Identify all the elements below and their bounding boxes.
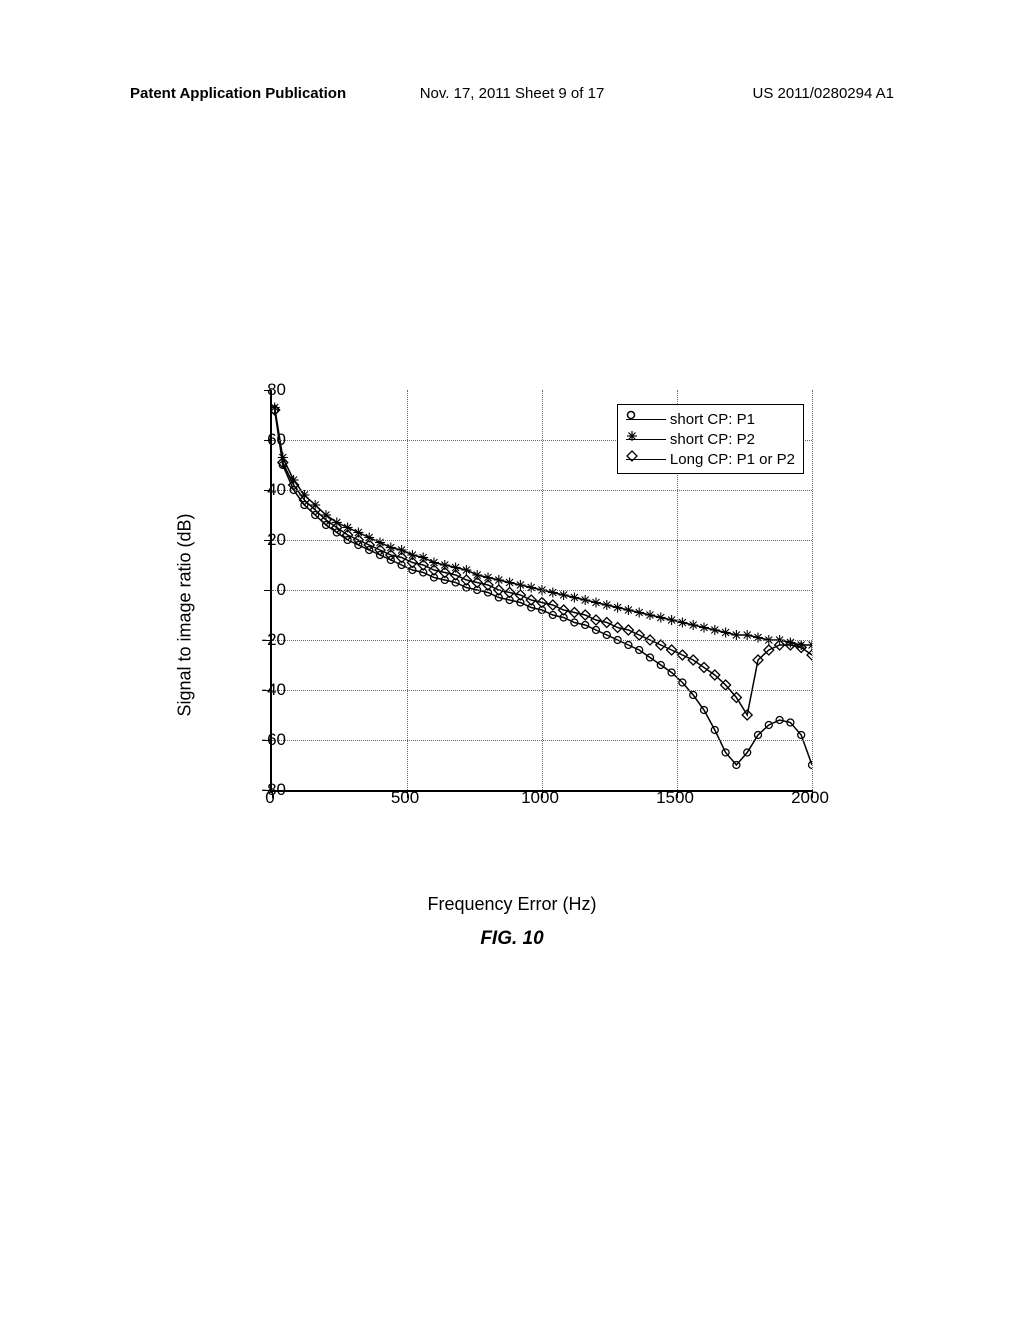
- y-tick-label: 40: [246, 480, 286, 500]
- star-marker-icon: [626, 430, 666, 448]
- header-left: Patent Application Publication: [130, 85, 346, 102]
- y-tick-label: -40: [246, 680, 286, 700]
- legend-label: short CP: P1: [670, 411, 755, 428]
- page-header: Patent Application Publication Nov. 17, …: [0, 85, 1024, 102]
- y-tick-label: 20: [246, 530, 286, 550]
- legend-item: Long CP: P1 or P2: [626, 449, 795, 469]
- y-tick-label: 0: [246, 580, 286, 600]
- chart: Signal to image ratio (dB) short CP: P1 …: [190, 380, 834, 850]
- x-tick-label: 2000: [791, 788, 829, 808]
- circle-marker-icon: [626, 410, 666, 428]
- header-right: US 2011/0280294 A1: [752, 85, 894, 102]
- y-tick-label: 80: [246, 380, 286, 400]
- y-axis-label: Signal to image ratio (dB): [175, 513, 196, 716]
- legend-item: short CP: P2: [626, 429, 795, 449]
- y-tick-label: -20: [246, 630, 286, 650]
- y-tick-label: 60: [246, 430, 286, 450]
- legend-label: short CP: P2: [670, 431, 755, 448]
- legend-item: short CP: P1: [626, 409, 795, 429]
- x-axis-label: Frequency Error (Hz): [427, 894, 596, 915]
- plot-area: short CP: P1 short CP: P2 Long CP: P1 or…: [270, 390, 812, 792]
- legend-label: Long CP: P1 or P2: [670, 451, 795, 468]
- x-tick-label: 1000: [521, 788, 559, 808]
- y-tick-label: -60: [246, 730, 286, 750]
- x-tick-label: 1500: [656, 788, 694, 808]
- figure-label: FIG. 10: [480, 928, 543, 950]
- header-center: Nov. 17, 2011 Sheet 9 of 17: [420, 85, 605, 102]
- x-tick-label: 500: [391, 788, 419, 808]
- x-tick-label: 0: [265, 788, 274, 808]
- legend: short CP: P1 short CP: P2 Long CP: P1 or…: [617, 404, 804, 474]
- diamond-marker-icon: [626, 450, 666, 468]
